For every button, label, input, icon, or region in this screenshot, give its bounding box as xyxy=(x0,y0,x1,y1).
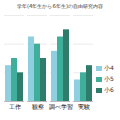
html-text:学年(4年生から6年生)の自由研究内容: 学年(4年生から6年生)の自由研究内容 xyxy=(17,3,103,9)
html-text:小6: 小6 xyxy=(104,86,114,93)
html-text:小4: 小4 xyxy=(104,64,114,71)
svg-text:工作: 工作 xyxy=(9,103,21,110)
html-text:小5: 小5 xyxy=(104,75,114,82)
svg-text:調べ学習: 調べ学習 xyxy=(49,103,73,110)
svg-text:実験: 実験 xyxy=(78,103,90,110)
svg-text:観察: 観察 xyxy=(32,103,44,110)
